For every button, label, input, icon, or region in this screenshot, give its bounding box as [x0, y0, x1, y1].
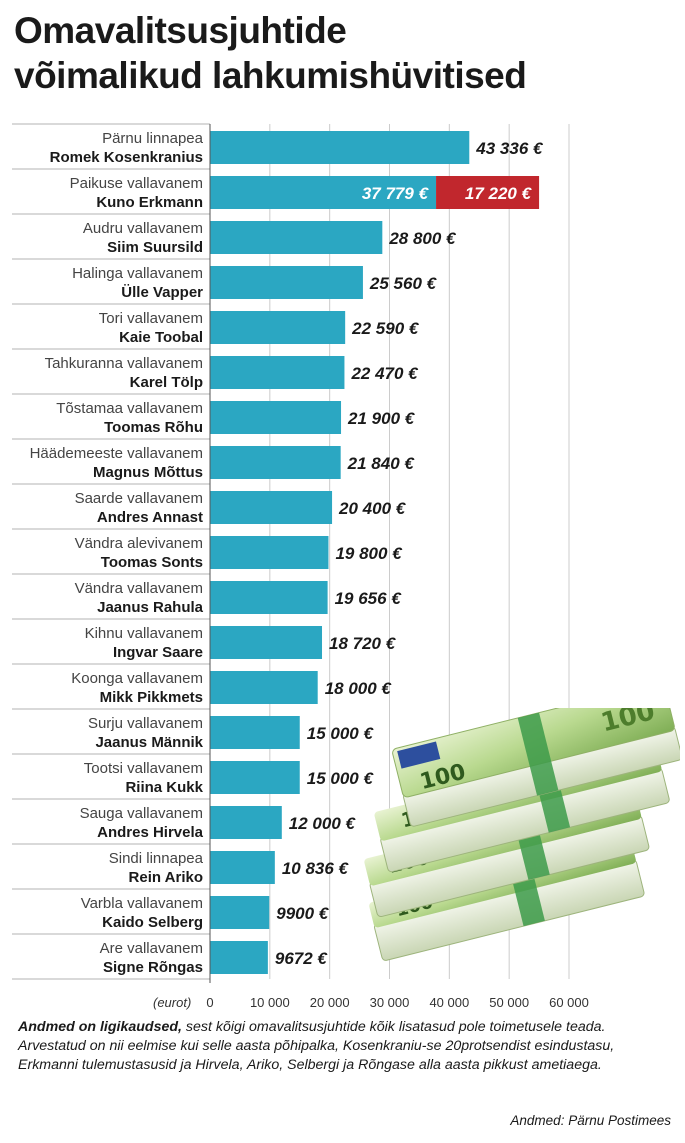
data-label: 25 560 € [369, 274, 438, 293]
source-credit: Andmed: Pärnu Postimees [510, 1113, 671, 1128]
row-name-label: Mikk Pikkmets [100, 689, 203, 706]
row-role-label: Paikuse vallavanem [70, 175, 203, 192]
bar [210, 941, 268, 974]
row-role-label: Vändra alevivanem [75, 535, 203, 552]
bar [210, 716, 300, 749]
bar [210, 401, 342, 434]
row-role-label: Sauga vallavanem [80, 805, 203, 822]
euro-banknotes-illustration: 100 100 100 100 100 [364, 708, 680, 961]
row-role-label: Surju vallavanem [88, 715, 203, 732]
bar [210, 356, 345, 389]
bar [210, 131, 470, 164]
bars [210, 131, 540, 974]
row-name-label: Jaanus Männik [95, 734, 203, 751]
row-labels: Pärnu linnapea Romek Kosenkranius 43 336 €… [30, 130, 544, 976]
row-name-label: Kuno Erkmann [96, 194, 203, 211]
row-role-label: Tootsi vallavanem [84, 760, 203, 777]
data-label: 18 720 € [329, 634, 397, 653]
bar [210, 491, 333, 524]
row-role-label: Pärnu linnapea [102, 130, 204, 147]
bar [210, 761, 300, 794]
row-name-label: Kaido Selberg [102, 914, 203, 931]
row-role-label: Häädemeeste vallavanem [30, 445, 203, 462]
data-label: 18 000 € [325, 679, 393, 698]
x-tick-label: 0 [206, 995, 213, 1010]
bar [210, 221, 383, 254]
row-role-label: Tõstamaa vallavanem [56, 400, 203, 417]
row-name-label: Signe Rõngas [103, 959, 203, 976]
row-name-label: Magnus Mõttus [93, 464, 203, 481]
bar [210, 806, 282, 839]
row-name-label: Toomas Rõhu [104, 419, 203, 436]
x-tick-label: 10 000 [250, 995, 290, 1010]
title-line-1: Omavalitsusjuhtide [14, 10, 347, 51]
data-label: 28 800 € [388, 229, 457, 248]
data-label: 37 779 € [362, 184, 430, 203]
row-role-label: Are vallavanem [100, 940, 203, 957]
data-label: 21 840 € [347, 454, 416, 473]
bar [210, 896, 270, 929]
bar [210, 446, 341, 479]
bar [210, 266, 363, 299]
data-label: 20 400 € [338, 499, 407, 518]
bar [210, 536, 329, 569]
data-label: 9900 € [276, 904, 330, 923]
data-label: 12 000 € [289, 814, 357, 833]
row-role-label: Tahkuranna vallavanem [45, 355, 203, 372]
row-role-label: Vändra vallavanem [75, 580, 203, 597]
row-role-label: Audru vallavanem [83, 220, 203, 237]
row-name-label: Kaie Toobal [119, 329, 203, 346]
data-label: 19 656 € [335, 589, 403, 608]
row-name-label: Ingvar Saare [113, 644, 203, 661]
x-tick-label: 20 000 [310, 995, 350, 1010]
bar [210, 581, 328, 614]
data-label: 21 900 € [347, 409, 416, 428]
row-name-label: Siim Suursild [107, 239, 203, 256]
data-label: 15 000 € [307, 724, 375, 743]
row-role-label: Varbla vallavanem [81, 895, 203, 912]
footnote-lead: Andmed on ligikaudsed, [18, 1019, 182, 1035]
row-role-label: Halinga vallavanem [72, 265, 203, 282]
row-role-label: Sindi linnapea [109, 850, 204, 867]
footnote: Andmed on ligikaudsed, sest kõigi omaval… [18, 1018, 668, 1075]
data-label: 15 000 € [307, 769, 375, 788]
title-line-2: võimalikud lahkumishüvitised [14, 55, 527, 96]
bar [210, 851, 275, 884]
row-name-label: Andres Annast [97, 509, 203, 526]
row-name-label: Andres Hirvela [97, 824, 204, 841]
x-tick-label: 60 000 [549, 995, 589, 1010]
x-tick-label: 50 000 [489, 995, 529, 1010]
chart-title: Omavalitsusjuhtide võimalikud lahkumishü… [14, 8, 674, 98]
x-axis-unit-label: (eurot) [153, 995, 191, 1010]
bar [210, 626, 323, 659]
row-role-label: Koonga vallavanem [71, 670, 203, 687]
x-axis: 0 10 000 20 000 30 000 40 000 50 000 60 000 (eu… [153, 124, 589, 1010]
bar-chart: Pärnu linnapea Romek Kosenkranius 43 336 €… [12, 123, 589, 1010]
bar [210, 176, 437, 209]
data-label: 9672 € [275, 949, 329, 968]
bar [210, 671, 318, 704]
row-name-label: Karel Tölp [130, 374, 203, 391]
data-label: 43 336 € [475, 139, 544, 158]
row-name-label: Romek Kosenkranius [50, 149, 203, 166]
row-role-label: Saarde vallavanem [75, 490, 203, 507]
data-label: 22 470 € [350, 364, 419, 383]
row-role-label: Tori vallavanem [99, 310, 203, 327]
row-name-label: Rein Ariko [129, 869, 203, 886]
row-name-label: Toomas Sonts [101, 554, 203, 571]
data-label: 22 590 € [351, 319, 420, 338]
x-tick-label: 30 000 [370, 995, 410, 1010]
footnote-text: sest kõigi omavalitsusjuhtide kõik lisat… [18, 1019, 615, 1073]
row-role-label: Kihnu vallavanem [85, 625, 203, 642]
row-name-label: Riina Kukk [125, 779, 203, 796]
row-name-label: Ülle Vapper [121, 284, 203, 301]
bar-extra [436, 176, 540, 209]
data-label: 10 836 € [282, 859, 350, 878]
row-name-label: Jaanus Rahula [97, 599, 204, 616]
data-label-extra: 17 220 € [465, 184, 533, 203]
data-label: 19 800 € [335, 544, 403, 563]
bar [210, 311, 346, 344]
x-tick-label: 40 000 [429, 995, 469, 1010]
